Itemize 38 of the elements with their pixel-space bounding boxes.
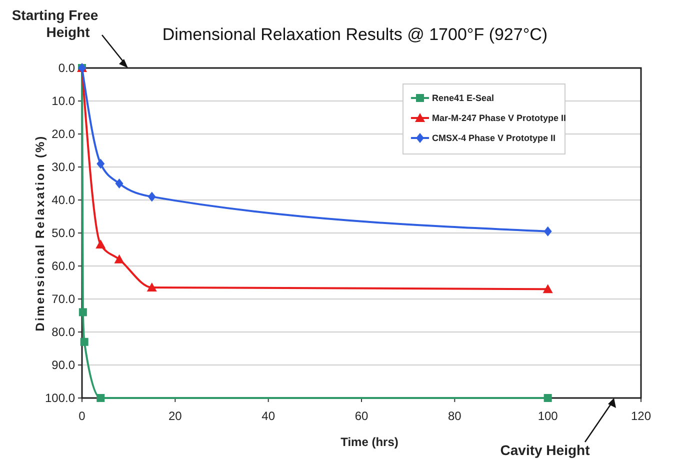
- point: [114, 254, 124, 264]
- point: [146, 282, 157, 292]
- chart-title: Dimensional Relaxation Results @ 1700°F (927°C): [162, 25, 548, 44]
- y-tick-label: 50.0: [52, 226, 76, 240]
- legend-label: Mar-M-247 Phase V Prototype II: [432, 113, 566, 124]
- point: [544, 394, 552, 402]
- y-tick-label: 30.0: [52, 160, 76, 174]
- point: [96, 240, 106, 249]
- point: [148, 192, 156, 202]
- point: [78, 308, 87, 316]
- text: Cavity Height: [500, 442, 590, 458]
- point: [115, 178, 124, 188]
- x-tick-label: 0: [78, 409, 86, 423]
- legend-label: CMSX-4 Phase V Prototype II: [432, 133, 556, 144]
- point: [544, 226, 552, 236]
- x-tick-label: 40: [262, 409, 276, 423]
- y-axis-title: Dimensional Relaxation (%): [33, 134, 47, 332]
- point: [96, 394, 105, 402]
- y-tick-label: 90.0: [52, 358, 76, 372]
- y-tick-label: 10.0: [52, 94, 76, 108]
- legend-label: Rene41 E-Seal: [432, 93, 494, 104]
- y-tick-label: 0.0: [58, 61, 76, 76]
- text: Starting Free Height: [12, 7, 98, 40]
- point: [96, 158, 105, 169]
- x-tick-label: 100: [538, 409, 558, 423]
- y-tick-label: 40.0: [52, 193, 76, 208]
- y-tick-label: 70.0: [52, 292, 76, 306]
- x-axis-title: Time (hrs): [340, 435, 398, 449]
- point: [542, 284, 553, 294]
- x-tick-label: 120: [630, 409, 652, 423]
- x-tick-label: 60: [354, 409, 368, 423]
- point: [80, 338, 88, 346]
- y-tick-label: 80.0: [52, 325, 76, 340]
- y-tick-label: 100.0: [44, 391, 76, 406]
- y-tick-label: 60.0: [52, 259, 76, 274]
- x-tick-label: 80: [448, 409, 462, 423]
- y-tick-label: 20.0: [52, 127, 76, 142]
- x-tick-label: 20: [168, 409, 182, 423]
